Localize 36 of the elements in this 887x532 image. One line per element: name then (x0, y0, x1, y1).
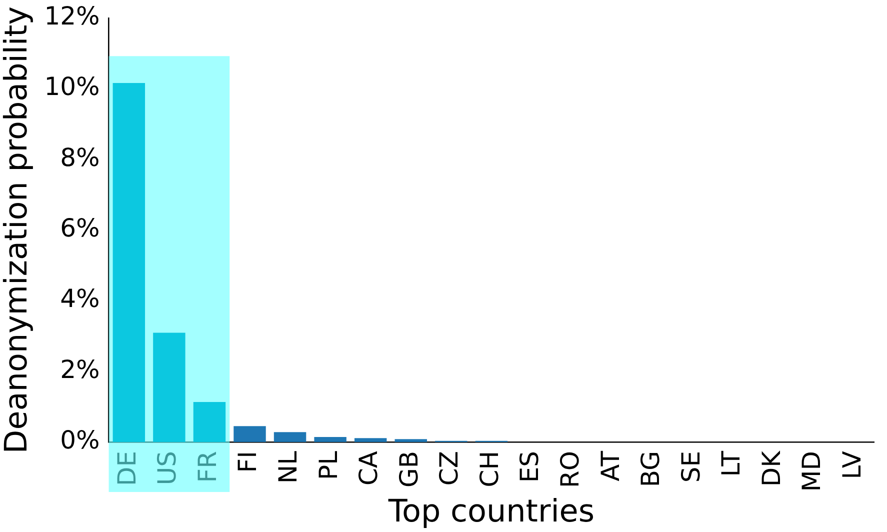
y-tick-label: 12% (44, 2, 100, 30)
x-tick-label: CZ (434, 450, 464, 486)
x-tick-label: MD (797, 450, 826, 492)
x-tick-label: NL (274, 450, 303, 484)
x-tick-label: LV (837, 450, 866, 480)
x-tick-label: FI (233, 450, 262, 473)
x-tick-label: CA (354, 450, 384, 486)
x-tick-label: GB (394, 450, 424, 488)
x-tick-label: FR (192, 450, 222, 483)
bar (354, 438, 387, 442)
x-tick-label: PL (314, 450, 343, 480)
y-tick-label: 0% (60, 425, 100, 454)
bar (234, 426, 266, 442)
bar (153, 332, 186, 442)
x-tick-label: LT (716, 450, 746, 477)
bar (193, 402, 226, 442)
x-tick-label: AT (596, 450, 625, 482)
x-tick-label: RO (555, 450, 584, 488)
x-tick-label: ES (515, 450, 544, 483)
bar (394, 439, 427, 442)
x-tick-label: DE (112, 450, 142, 486)
y-axis-title: Deanonymization probability (0, 6, 35, 454)
x-tick-label: BG (636, 450, 666, 488)
y-tick-label: 4% (60, 284, 100, 314)
y-tick-label: 6% (60, 213, 100, 242)
y-tick-label: 8% (60, 142, 100, 172)
x-tick-label: US (152, 450, 182, 486)
bar (314, 437, 346, 442)
bar (112, 83, 146, 442)
y-tick-label: 10% (44, 72, 100, 102)
x-tick-label: DK (756, 450, 786, 487)
x-axis-title: Top countries (387, 493, 595, 530)
bar (274, 432, 306, 442)
x-tick-label: CH (474, 450, 504, 488)
y-tick-label: 2% (60, 354, 100, 384)
x-tick-label: SE (676, 450, 706, 483)
